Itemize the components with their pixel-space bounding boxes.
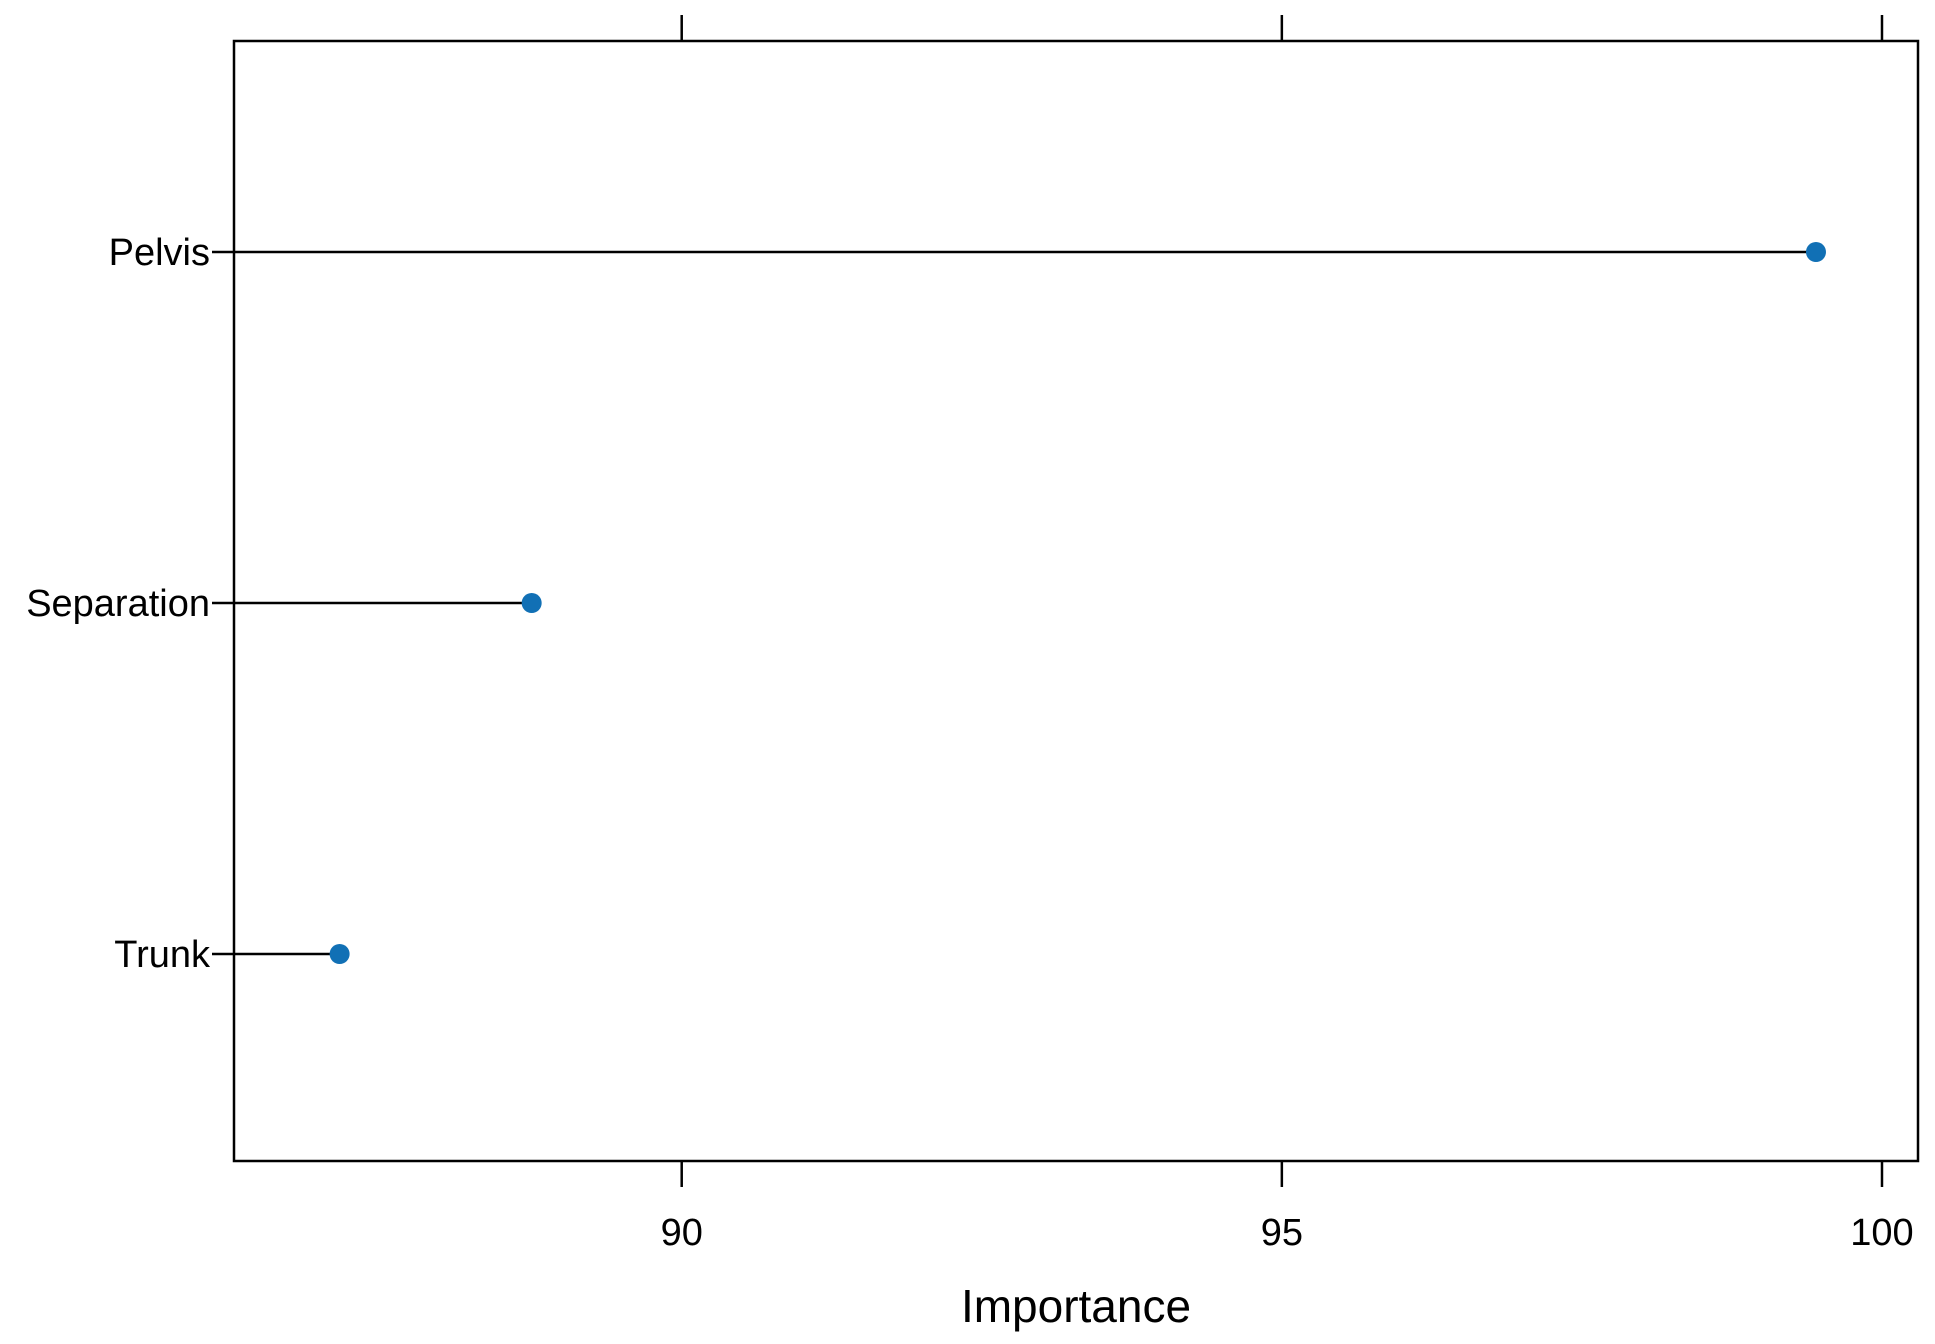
category-label-trunk: Trunk <box>114 934 211 976</box>
top-axis-ticks <box>680 15 1884 41</box>
x-tick-labels: 90 95 100 <box>661 1212 1914 1254</box>
x-tick-label: 90 <box>661 1212 703 1254</box>
point-separation <box>521 593 542 613</box>
dot-points <box>329 242 1826 964</box>
x-axis-title: Importance <box>961 1280 1191 1332</box>
category-label-separation: Separation <box>26 583 210 625</box>
x-tick-label: 95 <box>1261 1212 1303 1254</box>
category-labels: Pelvis Separation Trunk <box>26 232 211 976</box>
point-pelvis <box>1805 242 1826 262</box>
point-trunk <box>329 944 350 964</box>
dot-stems <box>234 250 1816 956</box>
plot-area-frame <box>232 39 1920 1163</box>
x-tick-label: 100 <box>1850 1212 1913 1254</box>
bottom-axis-ticks <box>680 1161 1884 1187</box>
category-label-pelvis: Pelvis <box>109 232 210 274</box>
y-axis-ticks <box>212 250 234 956</box>
